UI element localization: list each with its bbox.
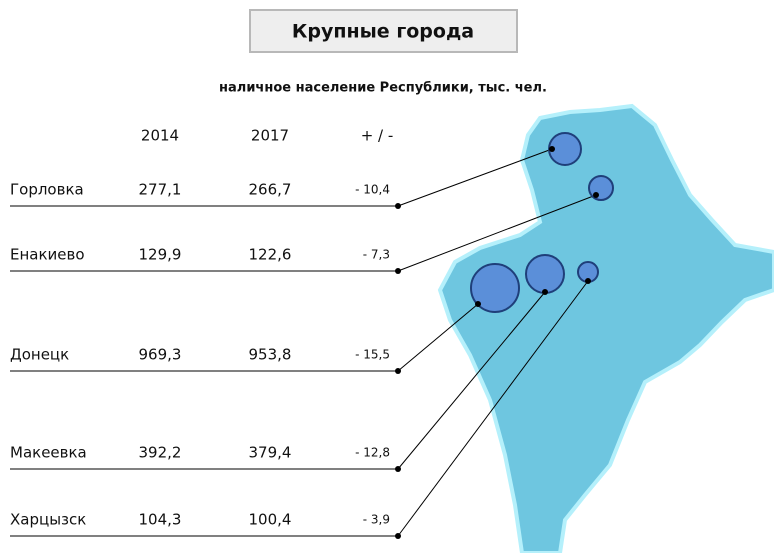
city-name: Харцызск (10, 511, 86, 529)
change: - 7,3 (363, 248, 390, 262)
title-box (249, 9, 518, 53)
value-2014: 969,3 (139, 346, 182, 364)
city-name: Макеевка (10, 444, 87, 462)
change: - 15,5 (355, 348, 390, 362)
connector-dot (395, 533, 401, 539)
change: - 12,8 (355, 446, 390, 460)
value-2017: 122,6 (249, 246, 292, 264)
subtitle: наличное население Республики, тыс. чел. (219, 81, 547, 96)
connector-dot (395, 466, 401, 472)
value-2014: 392,2 (139, 444, 182, 462)
city-name: Енакиево (10, 246, 85, 264)
column-header: 2017 (251, 127, 289, 145)
title: Крупные города (292, 21, 474, 43)
map (437, 103, 774, 553)
bubble-dot (475, 301, 481, 307)
value-2017: 953,8 (249, 346, 292, 364)
column-header: + / - (361, 127, 394, 145)
value-2014: 129,9 (139, 246, 182, 264)
change: - 3,9 (363, 513, 390, 527)
connector (397, 148, 553, 207)
value-2017: 266,7 (249, 181, 292, 199)
connector-dot (395, 268, 401, 274)
bubble (588, 175, 614, 201)
bubble-dot (585, 278, 591, 284)
connector (397, 280, 589, 537)
connector-dot (395, 203, 401, 209)
change: - 10,4 (355, 183, 390, 197)
connectors (397, 148, 597, 537)
bubble (470, 263, 520, 313)
connector (397, 291, 546, 470)
value-2014: 277,1 (139, 181, 182, 199)
value-2014: 104,3 (139, 511, 182, 529)
bubble-dot (549, 146, 555, 152)
city-name: Донецк (10, 346, 69, 364)
bubble-dot (542, 289, 548, 295)
city-name: Горловка (10, 181, 84, 199)
connector-dot (395, 368, 401, 374)
bubble (525, 254, 565, 294)
connector (397, 194, 597, 272)
value-2017: 100,4 (249, 511, 292, 529)
column-header: 2014 (141, 127, 179, 145)
bubble-dot (593, 192, 599, 198)
value-2017: 379,4 (249, 444, 292, 462)
connector (397, 303, 479, 372)
